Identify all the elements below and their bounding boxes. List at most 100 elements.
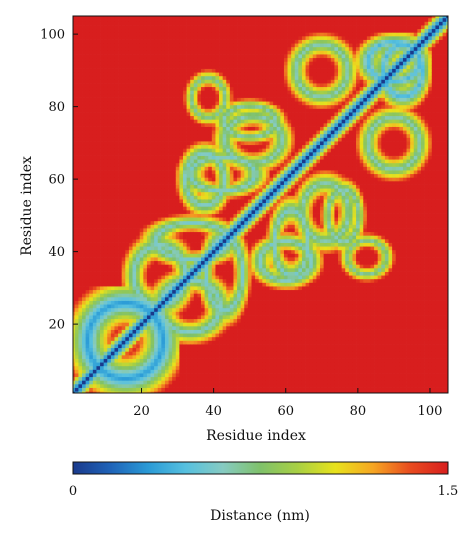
heatmap-cell (89, 173, 94, 178)
heatmap-cell (190, 286, 195, 291)
heatmap-cell (201, 32, 205, 37)
heatmap-cell (78, 83, 83, 88)
heatmap-cell (201, 54, 205, 59)
heatmap-cell (157, 166, 162, 171)
heatmap-cell (100, 246, 105, 251)
heatmap-cell (226, 126, 231, 131)
heatmap-cell (168, 151, 173, 156)
heatmap-cell (146, 79, 151, 84)
heatmap-cell (161, 271, 166, 276)
heatmap-cell (89, 32, 94, 37)
heatmap-cell (190, 238, 195, 243)
heatmap-cell (121, 151, 126, 156)
heatmap-cell (121, 25, 126, 30)
heatmap-cell (164, 344, 169, 349)
heatmap-cell (186, 79, 191, 84)
heatmap-cell (100, 391, 105, 393)
heatmap-cell (233, 220, 238, 225)
heatmap-cell (208, 286, 213, 291)
heatmap-cell (197, 293, 202, 298)
heatmap-cell (157, 329, 162, 334)
heatmap-cell (132, 202, 137, 207)
heatmap-cell (168, 209, 173, 214)
heatmap-cell (89, 199, 94, 204)
heatmap-cell (96, 322, 101, 327)
heatmap-cell (121, 206, 126, 211)
heatmap-cell (100, 115, 105, 120)
heatmap-cell (211, 271, 216, 276)
heatmap-cell (136, 141, 141, 146)
heatmap-cell (193, 155, 198, 160)
heatmap-cell (179, 64, 184, 69)
heatmap-cell (204, 253, 209, 258)
heatmap-cell (168, 72, 173, 77)
heatmap-cell (161, 43, 166, 48)
heatmap-cell (100, 206, 105, 211)
heatmap-cell (186, 329, 191, 334)
heatmap-cell (146, 260, 151, 265)
heatmap-cell (190, 54, 195, 59)
heatmap-cell (136, 191, 141, 196)
heatmap-cell (215, 130, 220, 135)
heatmap-cell (168, 387, 173, 392)
heatmap-cell (121, 235, 126, 240)
heatmap-cell (128, 101, 133, 106)
heatmap-cell (100, 86, 105, 91)
heatmap-cell (175, 380, 180, 385)
heatmap-cell (74, 25, 79, 30)
heatmap-cell (92, 144, 97, 149)
heatmap-cell (179, 133, 184, 138)
heatmap-cell (208, 304, 213, 309)
heatmap-cell (85, 141, 90, 146)
heatmap-cell (89, 39, 94, 44)
heatmap-cell (82, 365, 86, 370)
heatmap-cell (114, 391, 119, 393)
heatmap-cell (175, 50, 180, 55)
heatmap-cell (136, 177, 141, 182)
heatmap-cell (157, 333, 162, 338)
heatmap-cell (179, 257, 184, 262)
heatmap-cell (85, 119, 90, 124)
heatmap-cell (107, 296, 112, 301)
heatmap-cell (78, 191, 83, 196)
heatmap-cell (208, 180, 213, 185)
heatmap-cell (125, 307, 130, 312)
heatmap-cell (114, 72, 119, 77)
heatmap-cell (237, 213, 242, 218)
heatmap-cell (85, 249, 90, 254)
heatmap-cell (190, 387, 195, 392)
heatmap-cell (204, 213, 209, 218)
heatmap-cell (215, 246, 220, 251)
heatmap-cell (89, 43, 94, 48)
heatmap-cell (100, 35, 105, 40)
heatmap-cell (215, 315, 220, 320)
heatmap-cell (100, 300, 105, 305)
heatmap-cell (226, 209, 231, 214)
heatmap-cell (110, 101, 115, 106)
heatmap-cell (92, 300, 97, 305)
heatmap-cell (92, 344, 97, 349)
heatmap-cell (143, 93, 148, 98)
heatmap-cell (110, 141, 115, 146)
heatmap-cell (114, 260, 119, 265)
heatmap-cell (237, 199, 242, 204)
heatmap-cell (82, 90, 86, 95)
heatmap-cell (85, 391, 90, 393)
heatmap-cell (175, 180, 180, 185)
heatmap-cell (100, 119, 105, 124)
heatmap-cell (85, 296, 90, 301)
heatmap-cell (100, 101, 105, 106)
heatmap-cell (150, 376, 155, 381)
heatmap-cell (240, 184, 245, 189)
heatmap-cell (201, 28, 205, 33)
heatmap-cell (121, 46, 126, 51)
heatmap-cell (143, 104, 148, 109)
heatmap-cell (222, 235, 227, 240)
heatmap-cell (208, 235, 213, 240)
heatmap-cell (78, 307, 83, 312)
heatmap-cell (150, 231, 155, 236)
heatmap-cell (222, 369, 227, 374)
heatmap-cell (85, 275, 90, 280)
heatmap-cell (233, 311, 238, 316)
heatmap-cell (211, 369, 216, 374)
